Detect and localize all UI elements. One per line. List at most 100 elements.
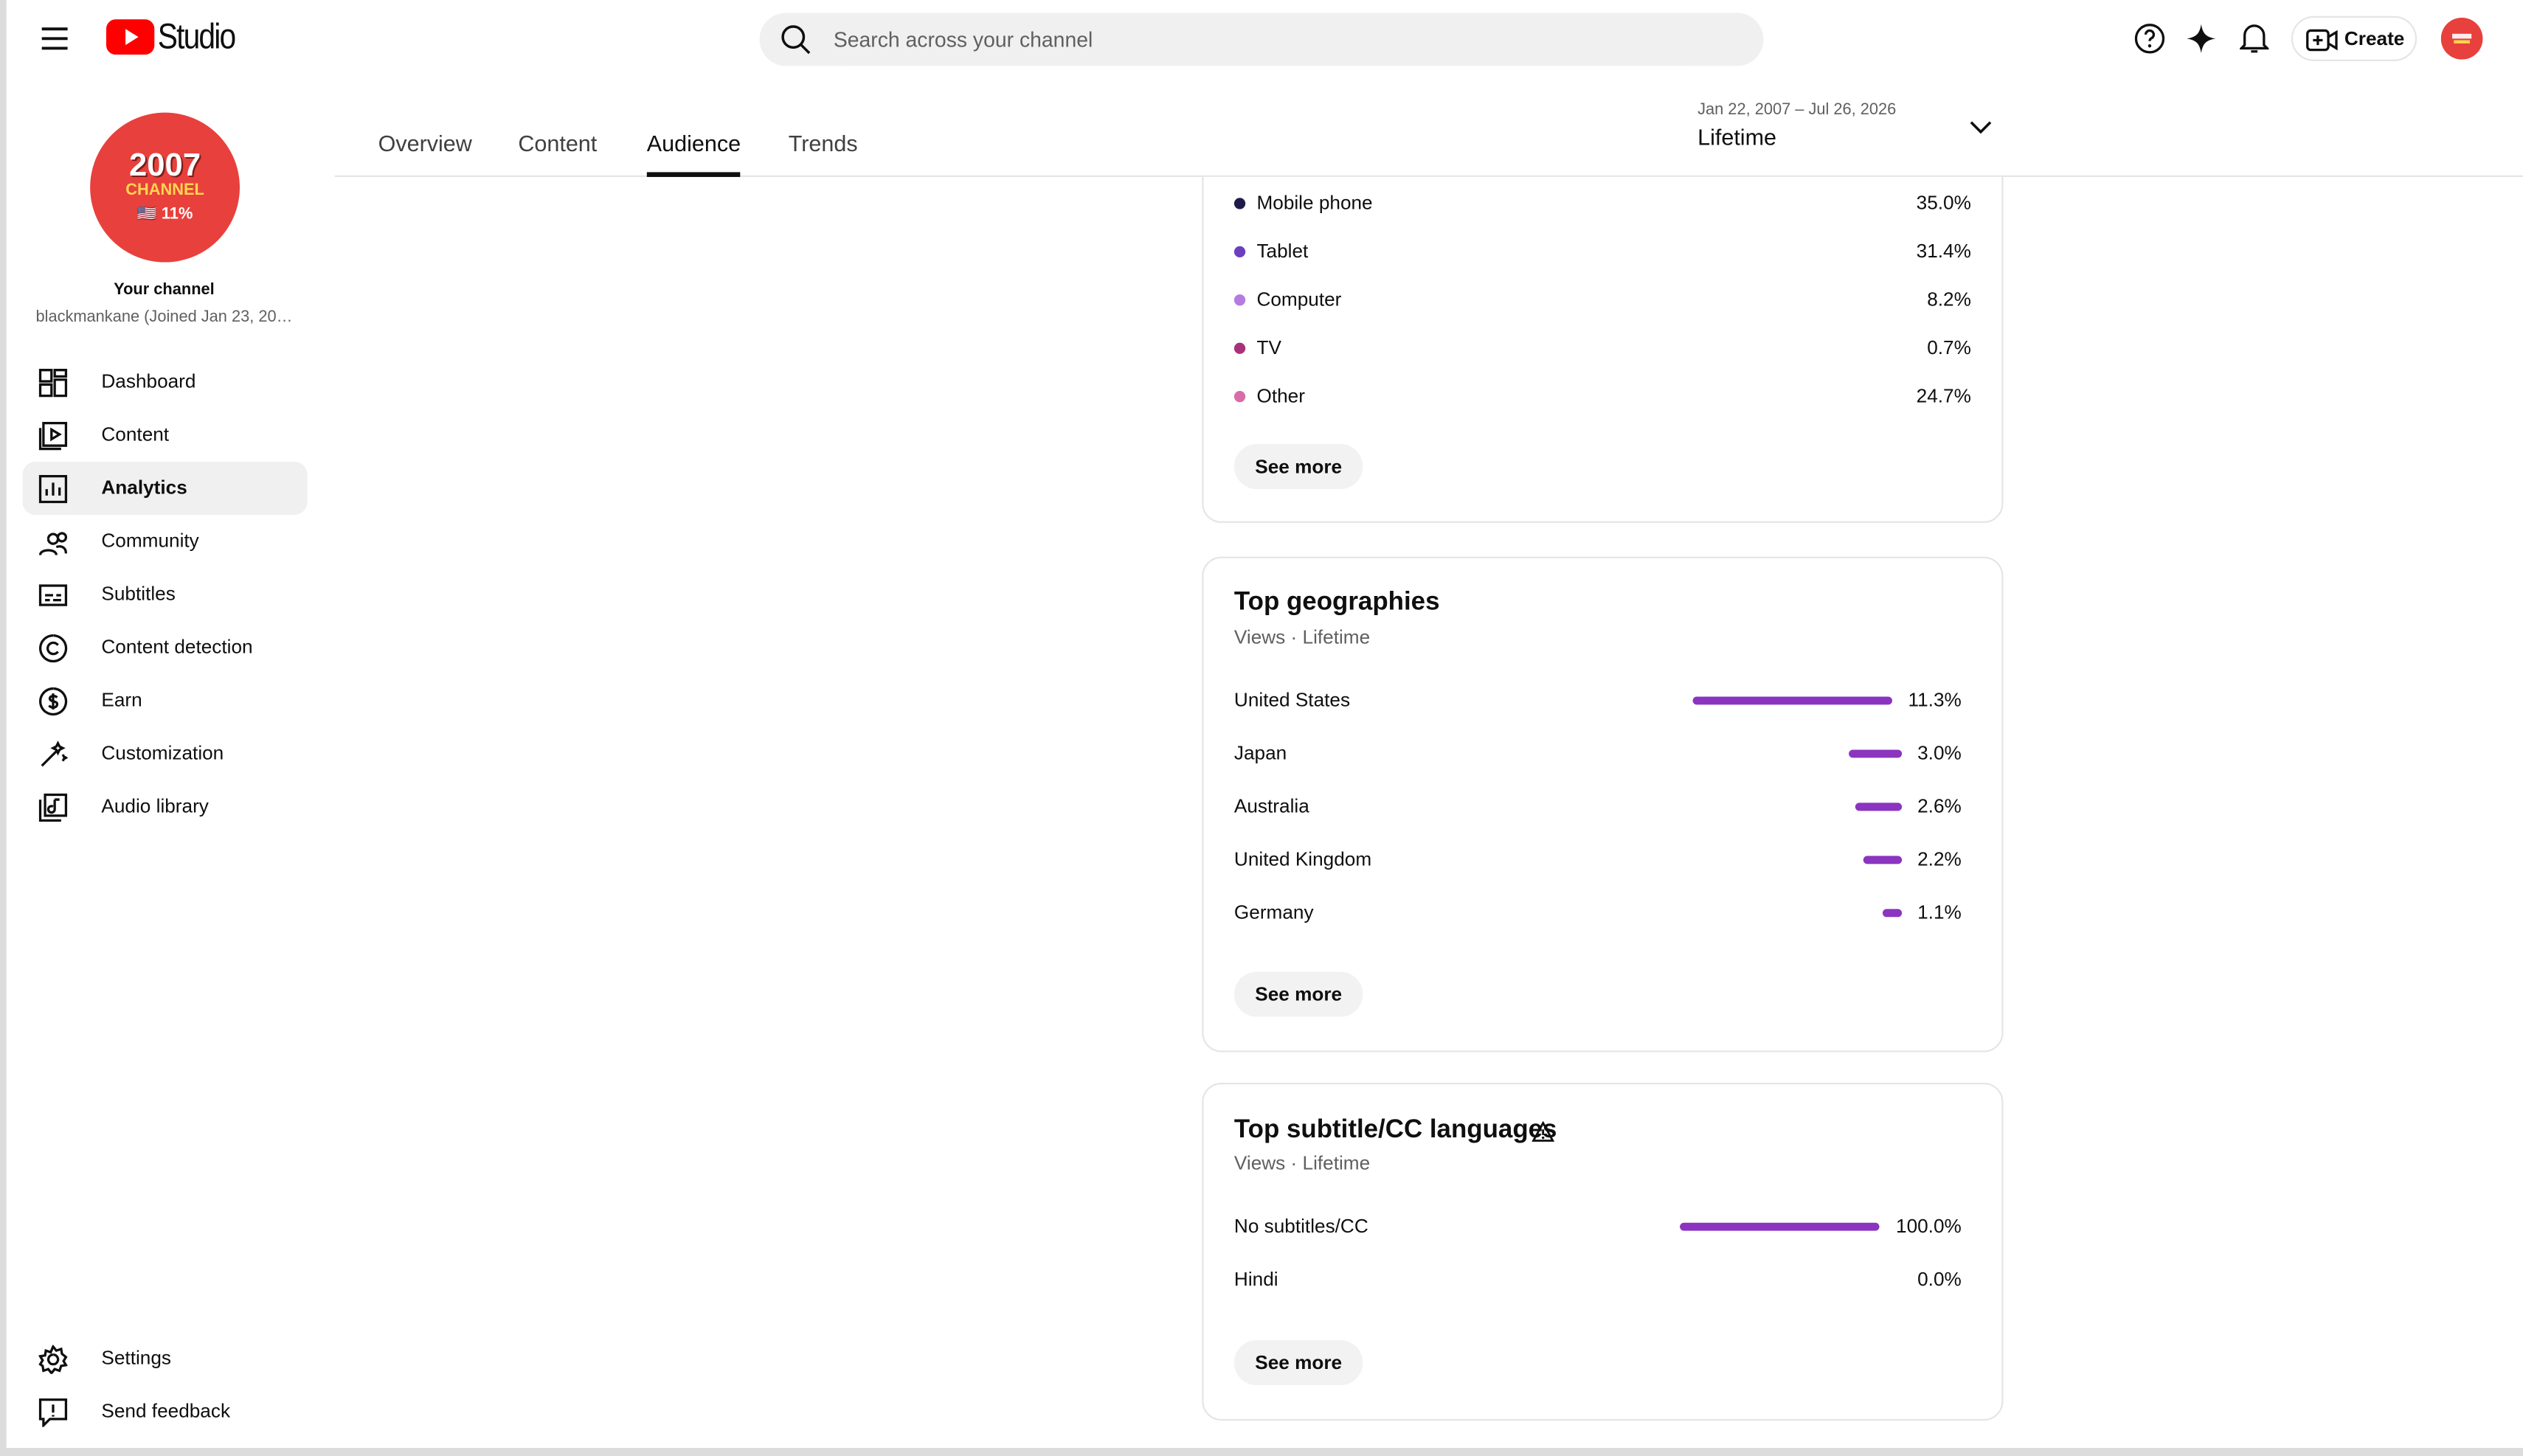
nav-icon [38, 475, 68, 504]
tabs-divider [334, 175, 2523, 177]
nav-label: Dashboard [101, 370, 196, 393]
legend-dot [1233, 294, 1246, 305]
tab[interactable]: Trends [788, 130, 858, 156]
frame-left [0, 0, 7, 1456]
nav-item[interactable]: Content detection [23, 621, 308, 674]
nav-item[interactable]: Dashboard [23, 356, 308, 409]
bar-row: No subtitles/CC 100.0% [1234, 1210, 1962, 1242]
bar [1881, 908, 1902, 917]
row-name: No subtitles/CC [1233, 1214, 1368, 1238]
avatar-line2: CHANNEL [125, 181, 204, 200]
tab-underline [646, 172, 741, 177]
bar [1680, 1221, 1880, 1230]
nav-icon [38, 532, 68, 556]
nav-icon [39, 634, 68, 663]
nav-item[interactable]: Community [23, 515, 308, 568]
nav-label: Analytics [101, 476, 187, 499]
nav-label: Subtitles [101, 582, 176, 606]
row-value: 0.0% [1917, 1267, 1962, 1291]
nav-item[interactable]: Audio library [23, 780, 308, 833]
device-row: TV 0.7% [1233, 331, 1971, 364]
search-box[interactable]: Search across your channel [759, 13, 1764, 66]
bar [1848, 749, 1902, 758]
search-placeholder: Search across your channel [833, 27, 1093, 52]
nav-icon [38, 422, 68, 451]
nav-label: Audio library [101, 794, 209, 818]
nav-icon [38, 584, 68, 606]
device-name: Other [1256, 384, 1305, 407]
search-icon [781, 25, 811, 55]
row-name: United Kingdom [1233, 847, 1372, 871]
menu-icon[interactable] [41, 24, 69, 53]
row-value: 3.0% [1917, 741, 1962, 765]
account-avatar[interactable] [2440, 17, 2483, 60]
logo-icon[interactable] [105, 19, 155, 55]
row-value: 2.6% [1917, 794, 1962, 818]
nav-item[interactable]: Earn [23, 674, 308, 727]
nav-label: Community [101, 529, 199, 552]
tab[interactable]: Overview [378, 130, 472, 156]
row-name: Germany [1233, 901, 1314, 924]
device-name: Mobile phone [1256, 191, 1373, 215]
nav-icon [38, 369, 68, 398]
date-period[interactable]: Lifetime [1697, 123, 1777, 150]
device-value: 35.0% [1916, 191, 1971, 215]
nav-icon [39, 687, 68, 716]
tab[interactable]: Audience [646, 131, 741, 177]
device-value: 0.7% [1927, 336, 1971, 359]
ai-icon[interactable] [2187, 24, 2216, 53]
card-title: Top subtitle/CC languages [1233, 1116, 1557, 1144]
nav-item[interactable]: Customization [23, 727, 308, 780]
geographies-card: Top geographies Views · Lifetime United … [1202, 556, 2004, 1053]
row-name: Hindi [1233, 1267, 1278, 1291]
nav-item[interactable]: Content [23, 409, 308, 462]
row-value: 1.1% [1917, 901, 1962, 924]
channel-avatar[interactable]: 2007 CHANNEL 🇺🇸 11% [90, 112, 240, 263]
tab[interactable]: Content [518, 130, 598, 156]
device-row: Tablet 31.4% [1233, 235, 1971, 267]
see-more-button[interactable]: See more [1233, 1339, 1363, 1386]
frame-bottom [0, 1448, 2523, 1456]
device-value: 31.4% [1916, 240, 1971, 263]
channel-title: Your channel [114, 281, 215, 299]
nav-item[interactable]: Subtitles [23, 568, 308, 621]
create-button[interactable]: Create [2291, 15, 2418, 61]
help-icon[interactable] [2133, 23, 2166, 55]
nav-label: Content [101, 423, 170, 446]
device-name: Tablet [1256, 240, 1309, 263]
warning-icon[interactable] [1532, 1121, 1554, 1142]
device-name: Computer [1256, 288, 1342, 311]
nav-icon [38, 1345, 68, 1374]
logo-text[interactable]: Studio [157, 15, 236, 57]
row-name: Japan [1233, 741, 1287, 765]
nav-label: Content detection [101, 635, 253, 659]
avatar-line3: 🇺🇸 11% [136, 206, 193, 224]
see-more-button[interactable]: See more [1233, 444, 1363, 490]
nav-item[interactable]: Analytics [22, 462, 308, 515]
bar-row: United States 11.3% [1234, 684, 1962, 716]
create-label: Create [2344, 27, 2405, 50]
nav-label: Send feedback [101, 1399, 231, 1423]
bar [1855, 802, 1902, 811]
nav-item[interactable]: Send feedback [23, 1385, 308, 1438]
date-range[interactable]: Jan 22, 2007 – Jul 26, 2026 [1697, 101, 1897, 119]
notifications-icon[interactable] [2240, 23, 2269, 55]
avatar-line1: 2007 [129, 148, 201, 184]
card-title: Top geographies [1233, 589, 1440, 617]
date-dropdown-icon[interactable] [1970, 119, 1993, 135]
nav-icon [38, 1398, 68, 1427]
nav-icon [41, 741, 68, 767]
nav-item[interactable]: Settings [23, 1332, 308, 1385]
content-area: Mobile phone 35.0% Tablet 31.4% Computer 8.2%… [335, 176, 2523, 1448]
bar-row: Australia 2.6% [1234, 790, 1962, 822]
see-more-button[interactable]: See more [1233, 971, 1363, 1017]
card-subtitle: Views · Lifetime [1233, 1151, 1371, 1175]
nav-label: Customization [101, 741, 224, 765]
card-subtitle: Views · Lifetime [1233, 625, 1371, 649]
nav-label: Earn [101, 688, 142, 712]
row-value: 11.3% [1908, 688, 1962, 712]
legend-dot [1233, 197, 1246, 209]
row-value: 2.2% [1917, 847, 1962, 871]
